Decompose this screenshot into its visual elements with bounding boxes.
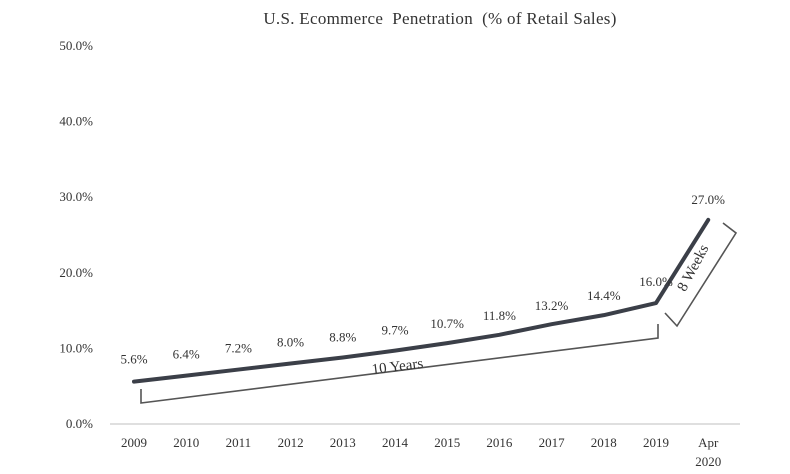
x-tick-label: 2017 [539, 435, 566, 450]
y-tick-label: 50.0% [59, 38, 93, 53]
x-tick-label: 2019 [643, 435, 669, 450]
data-label: 8.8% [329, 329, 356, 344]
y-tick-label: 20.0% [59, 265, 93, 280]
y-axis: 0.0% 10.0% 20.0% 30.0% 40.0% 50.0% [59, 38, 93, 431]
data-label: 10.7% [430, 316, 464, 331]
data-label: 16.0% [639, 274, 673, 289]
y-tick-label: 0.0% [66, 416, 93, 431]
x-tick-label-line: 2020 [695, 454, 721, 469]
x-tick-label-line: 2010 [173, 435, 199, 450]
data-label: 8.0% [277, 335, 304, 350]
series-line-group [132, 217, 711, 384]
x-tick-label: 2011 [226, 435, 252, 450]
data-label: 6.4% [173, 347, 200, 362]
x-tick-label-line: 2019 [643, 435, 669, 450]
x-tick-label: Apr 2020 [695, 435, 721, 469]
x-axis: 2009 2010 2011 2012 2013 2014 2015 2016 2017 2018… [110, 423, 740, 469]
data-label: 7.2% [225, 341, 252, 356]
y-tick-label: 30.0% [59, 189, 93, 204]
y-tick-label: 40.0% [59, 114, 93, 129]
x-tick-label-line: 2018 [591, 435, 617, 450]
x-tick-label: 2012 [278, 435, 304, 450]
x-tick-label-line: 2015 [434, 435, 460, 450]
x-tick-label: 2015 [434, 435, 460, 450]
data-label: 27.0% [691, 192, 725, 207]
x-tick-label: 2013 [330, 435, 356, 450]
data-labels: 5.6% 6.4% 7.2% 8.0% 8.8% 9.7% 10.7% 11.8% 13.2% 1… [120, 192, 725, 367]
x-tick-label: 2018 [591, 435, 617, 450]
x-tick-label-line: Apr [698, 435, 719, 450]
data-label: 9.7% [381, 323, 408, 338]
data-label: 14.4% [587, 288, 621, 303]
x-tick-label-line: 2014 [382, 435, 409, 450]
data-label: 11.8% [483, 308, 516, 323]
x-tick-label-line: 2017 [539, 435, 566, 450]
x-tick-label-line: 2016 [486, 435, 513, 450]
eight-weeks-bracket [664, 222, 738, 328]
ten-years-label: 10 Years [371, 356, 424, 378]
x-tick-label: 2014 [382, 435, 409, 450]
series-line [132, 217, 711, 384]
data-label: 13.2% [535, 298, 569, 313]
x-tick-label: 2010 [173, 435, 199, 450]
x-tick-label: 2016 [486, 435, 513, 450]
x-tick-label-line: 2009 [121, 435, 147, 450]
ten-years-bracket [140, 324, 659, 404]
x-tick-label-line: 2013 [330, 435, 356, 450]
chart-title: U.S. Ecommerce Penetration (% of Retail … [263, 9, 616, 28]
x-tick-label: 2009 [121, 435, 147, 450]
x-tick-label-line: 2011 [226, 435, 252, 450]
x-tick-label-line: 2012 [278, 435, 304, 450]
y-tick-label: 10.0% [59, 340, 93, 355]
data-label: 5.6% [120, 352, 147, 367]
